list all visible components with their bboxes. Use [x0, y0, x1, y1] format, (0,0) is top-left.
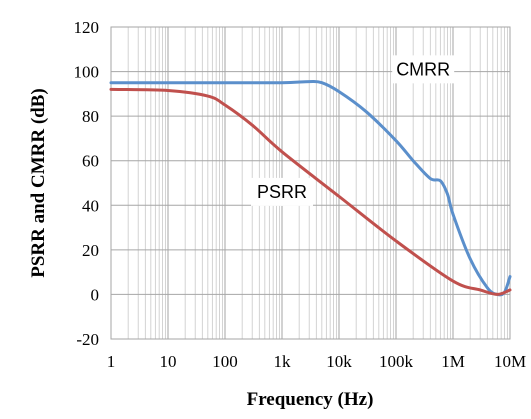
y-tick-label: 120 — [74, 18, 100, 37]
y-axis-title: PSRR and CMRR (dB) — [28, 88, 49, 278]
annotation-box — [392, 55, 455, 84]
annotation-cmrr: CMRR — [392, 55, 455, 84]
x-tick-label: 1M — [441, 352, 465, 371]
annotation-label: CMRR — [396, 59, 450, 79]
annotation-psrr: PSRR — [251, 177, 313, 206]
x-tick-label: 10 — [160, 352, 177, 371]
series-line-cmrr — [109, 80, 512, 297]
x-tick-label: 100 — [212, 352, 238, 371]
series-layer — [109, 80, 512, 297]
y-tick-label: 100 — [74, 63, 100, 82]
annotations: CMRR PSRR — [251, 55, 455, 206]
y-tick-label: 80 — [82, 107, 99, 126]
plot-border — [110, 26, 511, 340]
y-tick-label: 20 — [82, 241, 99, 260]
x-tick-label: 1 — [107, 352, 116, 371]
y-tick-label: -20 — [76, 330, 99, 349]
x-tick-label: 10M — [494, 352, 526, 371]
x-tick-label: 10k — [326, 352, 352, 371]
annotation-box — [251, 177, 313, 206]
x-tick-label: 100k — [379, 352, 414, 371]
y-tick-label: 0 — [91, 285, 100, 304]
x-axis-title: Frequency (Hz) — [247, 389, 374, 410]
x-tick-label: 1k — [274, 352, 292, 371]
annotation-label: PSRR — [257, 182, 307, 202]
series-line-psrr — [109, 87, 512, 296]
y-tick-label: 40 — [82, 196, 99, 215]
y-tick-label: 60 — [82, 152, 99, 171]
